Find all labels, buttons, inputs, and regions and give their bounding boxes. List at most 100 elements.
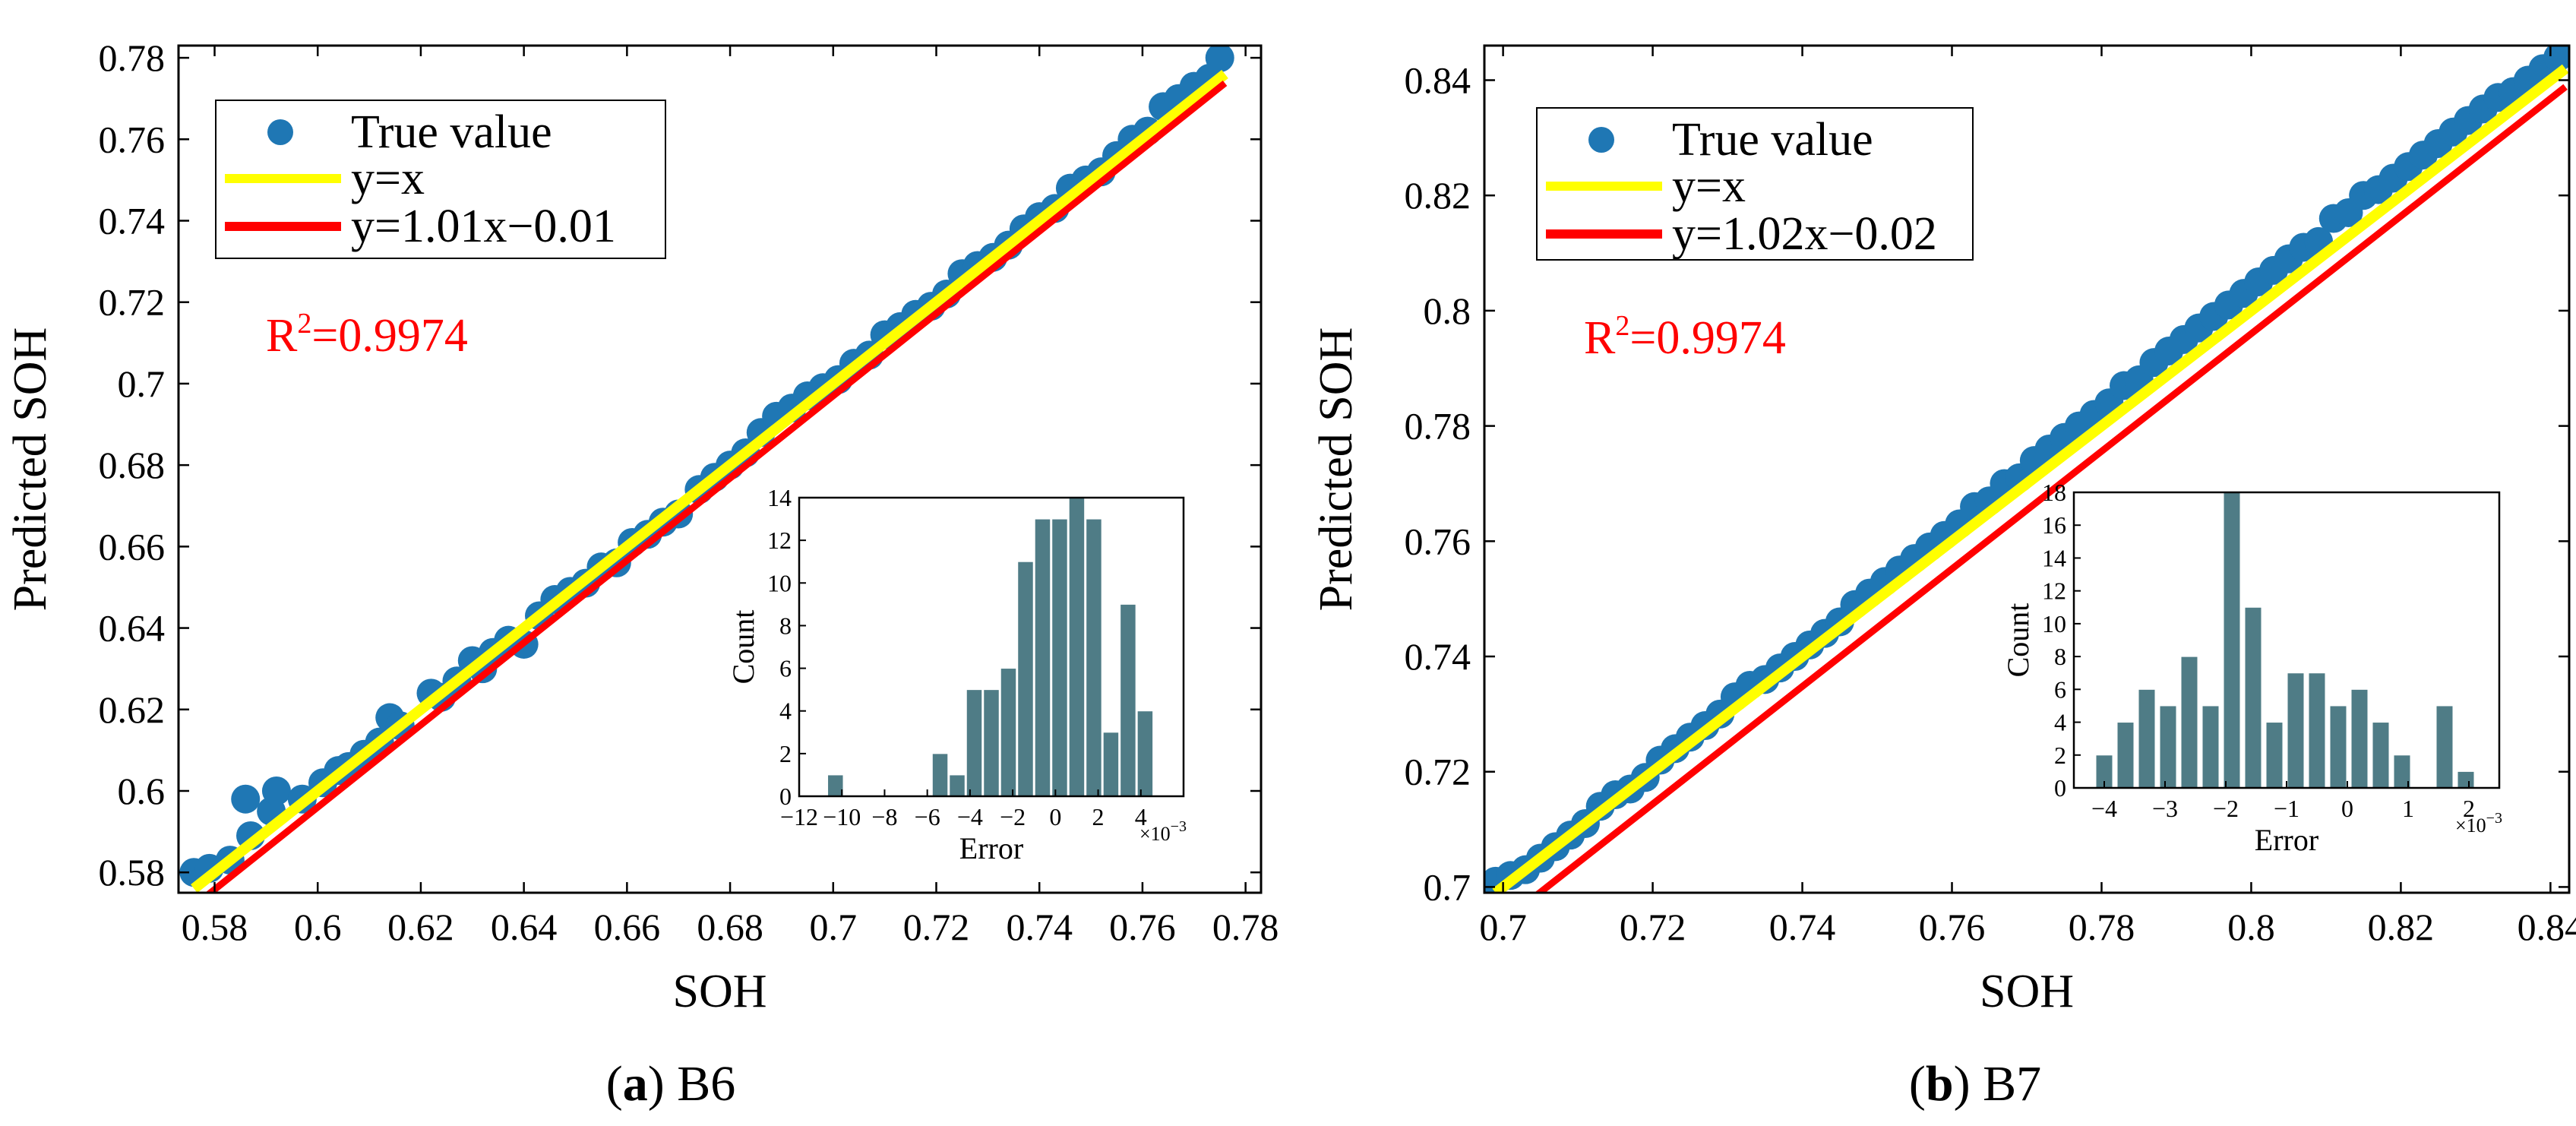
x-axis-label: SOH <box>1980 966 2074 1017</box>
y-tick-label: 0.72 <box>99 281 166 324</box>
x-tick-label: 0.78 <box>1212 906 1279 948</box>
r-squared-value: =0.9974 <box>311 310 467 362</box>
y-tick-label: 0.78 <box>1405 405 1471 448</box>
x-tick-label: 0.76 <box>1109 906 1176 948</box>
histogram-bar <box>931 753 949 797</box>
inset-y-tick-label: 16 <box>2042 511 2066 539</box>
y-tick-label: 0.78 <box>99 36 166 79</box>
inset-x-tick-label: −8 <box>871 803 897 830</box>
inset-y-tick-label: 4 <box>2054 709 2066 736</box>
inset-x-tick-label: −12 <box>780 803 818 830</box>
y-axis-label: Predicted SOH <box>5 327 56 612</box>
fit-line <box>204 81 1228 893</box>
x-tick-label: 0.66 <box>594 906 661 948</box>
histogram-bar <box>2265 722 2284 789</box>
panel-caption: (b) B7 <box>1909 1056 2041 1112</box>
histogram-bar <box>2201 705 2220 789</box>
inset-y-tick-label: 2 <box>779 740 792 767</box>
r-squared-value: =0.9974 <box>1629 312 1785 364</box>
histogram-bar <box>2372 722 2390 789</box>
histogram-bar <box>1120 603 1136 797</box>
inset-scale-exponent: −3 <box>2486 810 2502 827</box>
inset-x-tick-label: −6 <box>915 803 940 830</box>
inset-y-tick-label: 12 <box>767 527 792 554</box>
histogram-bar <box>1102 732 1120 797</box>
x-tick-label: 0.7 <box>810 906 858 948</box>
histogram-bar <box>1034 518 1051 797</box>
r-squared-symbol: R <box>266 310 298 362</box>
inset-y-tick-label: 4 <box>779 697 792 725</box>
histogram-bar <box>2223 492 2241 789</box>
panel-a: 0.58 0.6 0.62 0.64 0.66 0.68 0.7 0.72 0.74 0.76 0.… <box>5 36 1279 1112</box>
histogram-bar <box>2329 705 2347 789</box>
caption-paren-open: ( <box>606 1056 623 1112</box>
inset-scale-exponent: −3 <box>1171 818 1187 835</box>
inset-x-tick-label: 4 <box>1135 803 1147 830</box>
x-tick-label: 0.6 <box>294 906 342 948</box>
plot-frame <box>177 44 1263 894</box>
legend-label: True value <box>1672 114 1873 166</box>
histogram-bar <box>2244 606 2262 789</box>
inset-y-tick-label: 0 <box>779 783 792 810</box>
y-tick-label: 0.76 <box>99 118 166 160</box>
inset-plot-area <box>2074 492 2499 788</box>
x-tick-label: 0.84 <box>2518 906 2576 948</box>
caption-letter: b <box>1926 1056 1954 1112</box>
inset-y-tick-label: 8 <box>2054 643 2066 670</box>
y-tick-label: 0.84 <box>1405 59 1471 102</box>
caption-paren-close: ) <box>648 1056 665 1112</box>
legend-label: y=1.01x−0.01 <box>351 201 616 252</box>
y-tick-label: 0.68 <box>99 444 166 486</box>
inset-histogram: −4 −3 −2 −1 0 1 2024681012141618ErrorCount×10−… <box>2001 479 2502 857</box>
inset-x-tick-label: −4 <box>957 803 983 830</box>
y-tick-label: 0.72 <box>1405 751 1471 793</box>
x-tick-label: 0.8 <box>2227 906 2275 948</box>
histogram-bar <box>2180 656 2198 789</box>
inset-y-tick-label: 8 <box>779 612 792 639</box>
histogram-bar <box>1017 561 1034 797</box>
inset-y-tick-label: 2 <box>2054 742 2066 769</box>
histogram-bar <box>1051 518 1068 797</box>
inset-y-tick-label: 10 <box>767 569 792 596</box>
histogram-bar <box>1000 668 1017 797</box>
r-squared-annotation: R2=0.9974 <box>1584 310 1786 364</box>
y-tick-label: 0.6 <box>118 770 166 812</box>
x-axis-label: SOH <box>672 966 766 1017</box>
x-tick-label: 0.62 <box>387 906 454 948</box>
inset-x-tick-label: −10 <box>823 803 861 830</box>
panel-caption: (a) B6 <box>606 1056 736 1112</box>
legend-label: True value <box>351 106 552 158</box>
inset-histogram: −12 −10 −8 −6 −4 −2 0 2 4 0 2 4 6 8 10 12 14 Error Count ×1… <box>726 484 1187 865</box>
r-squared-superscript: 2 <box>1615 310 1629 342</box>
x-tick-label: 0.68 <box>697 906 763 948</box>
panel-b: 0.7 0.72 0.74 0.76 0.78 0.8 0.82 0.840.70.720.7… <box>1310 44 2576 1112</box>
data-point <box>1205 46 1234 73</box>
histogram-bar <box>2138 688 2156 789</box>
y-tick-label: 0.74 <box>1405 635 1471 678</box>
inset-y-tick-label: 10 <box>2042 610 2066 637</box>
x-tick-label: 0.74 <box>1006 906 1073 948</box>
inset-scale-factor: ×10−3 <box>1139 818 1187 845</box>
inset-x-tick-label: 2 <box>2463 795 2475 822</box>
x-tick-label: 0.76 <box>1919 906 1986 948</box>
x-tick-label: 0.82 <box>2368 906 2435 948</box>
histogram-bar <box>2308 672 2326 789</box>
x-tick-label: 0.72 <box>903 906 970 948</box>
plot-frame <box>1483 44 2571 894</box>
inset-y-tick-label: 14 <box>2042 544 2066 571</box>
x-tick-label: 0.64 <box>491 906 558 948</box>
caption-name: B6 <box>665 1056 736 1112</box>
legend-label: y=1.02x−0.02 <box>1672 208 1937 260</box>
r-squared-symbol: R <box>1584 312 1616 364</box>
inset-x-tick-label: −2 <box>2213 795 2239 822</box>
y-tick-label: 0.64 <box>99 607 166 650</box>
inset-x-tick-label: 1 <box>2402 795 2414 822</box>
legend-label: y=x <box>1672 160 1746 212</box>
inset-y-tick-label: 0 <box>2054 774 2066 802</box>
inset-x-tick-label: −4 <box>2091 795 2117 822</box>
inset-y-tick-label: 14 <box>767 484 792 511</box>
inset-y-tick-label: 6 <box>2054 675 2066 703</box>
caption-paren-open: ( <box>1909 1056 1926 1112</box>
